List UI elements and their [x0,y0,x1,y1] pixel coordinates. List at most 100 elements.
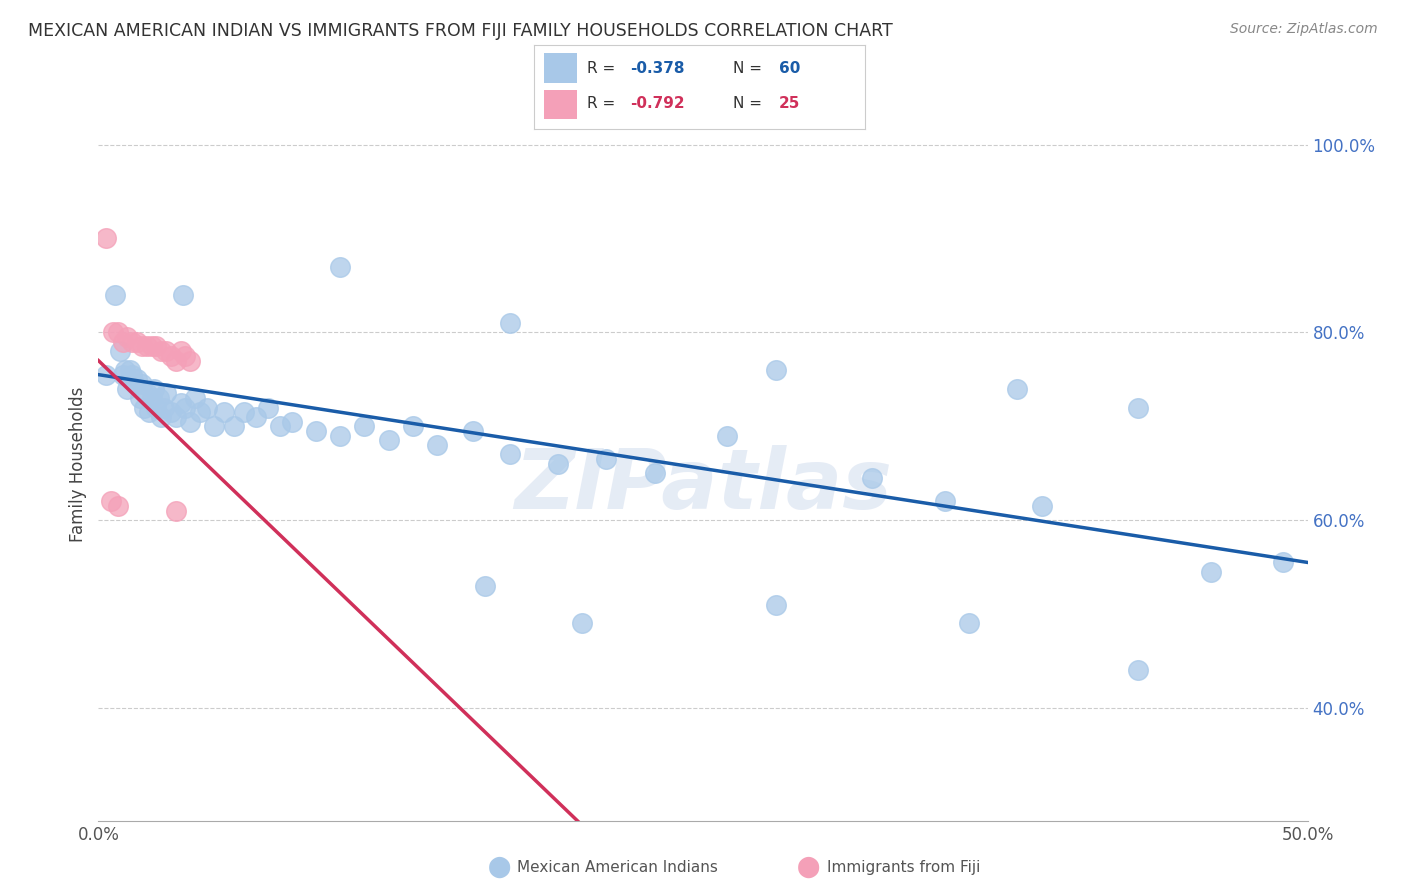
Point [498,316,520,330]
Point [104,288,127,302]
Point [155,344,177,359]
Text: N =: N = [733,96,766,112]
Point [174,349,197,363]
Point [1272,556,1295,570]
Point [107,499,129,513]
Point [184,391,207,405]
Point [145,339,167,353]
Point [117,330,139,344]
Text: -0.792: -0.792 [630,96,685,112]
Point [716,428,738,442]
Bar [544,89,578,120]
Point [94,231,117,245]
Point [329,260,352,274]
Text: N =: N = [733,61,766,76]
Point [134,401,156,415]
Point [135,386,157,401]
Point [463,424,485,438]
Point [152,401,174,415]
Point [245,409,267,424]
Point [169,396,191,410]
Point [94,368,117,382]
Point [135,339,157,353]
Point [644,467,666,481]
Point [160,349,183,363]
Point [498,447,520,461]
Point [138,405,160,419]
Point [172,288,194,302]
Point [212,405,235,419]
Text: R =: R = [588,96,620,112]
Point [204,419,226,434]
Point [1007,382,1029,396]
Point [131,339,153,353]
Point [143,382,166,396]
Text: 60: 60 [779,61,800,76]
Point [305,424,328,438]
Point [127,372,149,386]
Point [1128,401,1150,415]
Point [121,368,143,382]
Point [595,452,617,467]
Point [179,415,201,429]
Point [101,326,124,340]
Point [148,391,170,405]
Point [150,344,173,359]
Point [957,616,980,631]
Text: 25: 25 [779,96,800,112]
Point [765,598,787,612]
Point [114,363,136,377]
Point [118,363,141,377]
Point [474,579,496,593]
Point [547,457,569,471]
Point [141,339,163,353]
Point [107,326,129,340]
Point [160,405,183,419]
Y-axis label: Family Households: Family Households [69,386,87,541]
Text: Mexican American Indians: Mexican American Indians [517,860,718,874]
Point [1031,499,1053,513]
Point [128,391,150,405]
Point [402,419,425,434]
Point [100,494,122,508]
Point [165,504,187,518]
Bar [544,54,578,83]
Text: Immigrants from Fiji: Immigrants from Fiji [827,860,980,874]
Point [127,334,149,349]
Point [111,368,134,382]
Point [353,419,375,434]
Point [1128,664,1150,678]
Point [765,363,787,377]
Point [269,419,291,434]
Point [141,391,163,405]
Point [256,401,278,415]
Point [426,438,449,452]
Point [571,616,593,631]
Point [188,405,211,419]
Point [155,386,177,401]
Text: ⬤: ⬤ [797,856,820,878]
Point [111,334,134,349]
Text: -0.378: -0.378 [630,61,685,76]
Point [329,428,352,442]
Point [1199,565,1222,579]
Point [145,401,167,415]
Point [860,471,883,485]
Point [124,377,146,392]
Point [222,419,245,434]
Point [117,382,139,396]
Point [108,344,131,359]
Text: R =: R = [588,61,620,76]
Point [281,415,304,429]
Point [377,434,399,448]
Point [232,405,254,419]
Point [165,409,187,424]
Point [131,377,153,392]
Point [934,494,956,508]
Point [150,409,173,424]
Point [121,334,143,349]
Text: ZIPatlas: ZIPatlas [515,445,891,525]
Text: ⬤: ⬤ [488,856,510,878]
Point [174,401,197,415]
Text: Source: ZipAtlas.com: Source: ZipAtlas.com [1230,22,1378,37]
